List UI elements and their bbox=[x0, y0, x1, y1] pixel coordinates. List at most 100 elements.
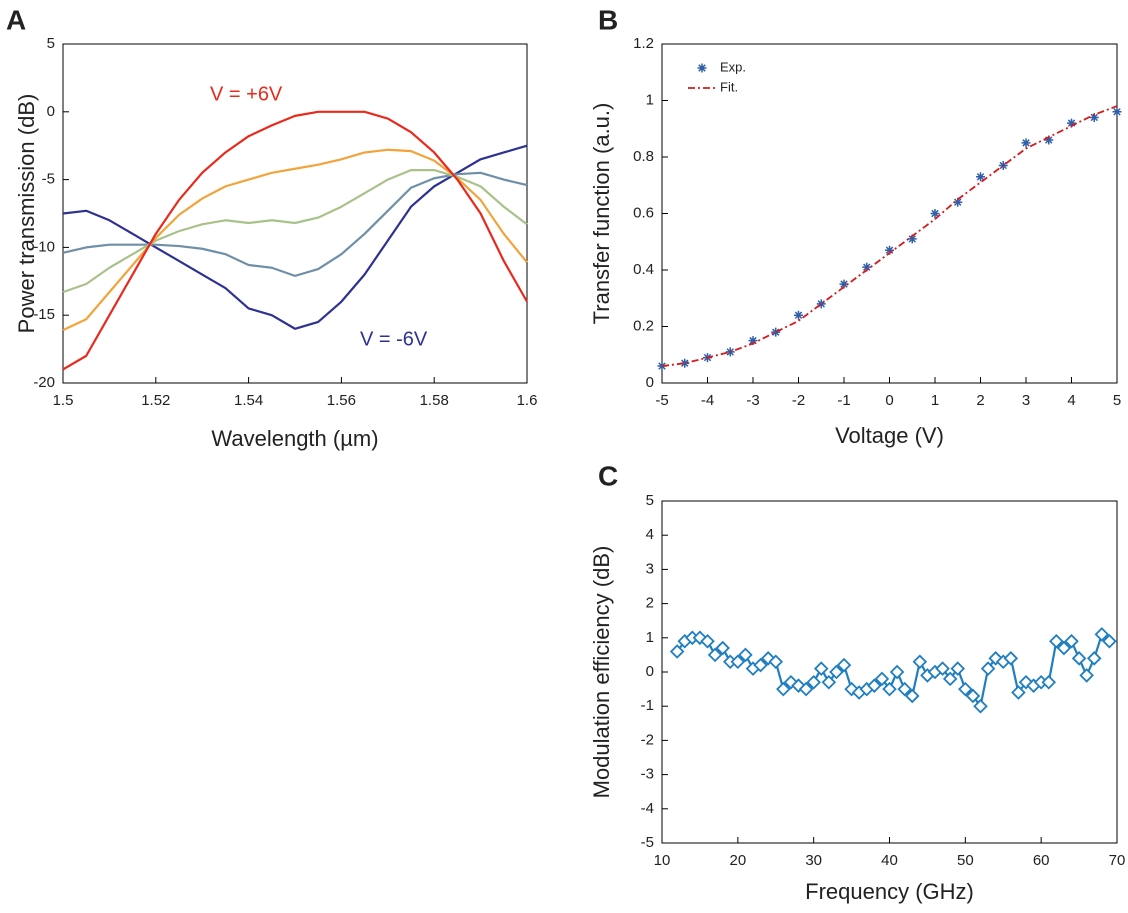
data-point bbox=[821, 674, 837, 690]
y-tick-label: 5 bbox=[646, 492, 654, 509]
x-tick-label: 70 bbox=[1109, 852, 1126, 869]
data-point bbox=[768, 654, 784, 670]
x-tick-label: -1 bbox=[837, 392, 850, 409]
y-tick-label: 0.4 bbox=[633, 261, 654, 278]
data-point bbox=[942, 671, 958, 687]
data-point bbox=[1003, 651, 1019, 666]
y-axis-label: Transfer function (a.u.) bbox=[589, 103, 614, 325]
data-point bbox=[1021, 138, 1031, 148]
data-point bbox=[680, 358, 690, 368]
data-point bbox=[816, 299, 826, 309]
data-point bbox=[912, 654, 928, 670]
y-tick-label: 4 bbox=[646, 526, 654, 543]
y-tick-label: -3 bbox=[641, 766, 654, 783]
x-tick-label: 1.56 bbox=[327, 392, 356, 409]
data-point bbox=[885, 245, 894, 255]
y-tick-label: -4 bbox=[641, 800, 654, 817]
y-tick-label: -15 bbox=[33, 306, 55, 323]
y-axis-label: Power transmission (dB) bbox=[14, 94, 39, 334]
x-tick-label: 5 bbox=[1113, 392, 1121, 409]
data-point bbox=[867, 678, 882, 693]
data-point bbox=[980, 661, 996, 676]
data-point bbox=[707, 647, 723, 663]
x-axis-label: Frequency (GHz) bbox=[805, 879, 974, 904]
y-tick-label: 0 bbox=[646, 663, 654, 680]
data-line bbox=[62, 148, 528, 332]
data-point bbox=[1079, 668, 1094, 683]
y-tick-label: -5 bbox=[42, 171, 55, 188]
x-tick-label: 20 bbox=[729, 852, 746, 869]
data-line bbox=[62, 171, 528, 277]
y-tick-label: 0.6 bbox=[633, 204, 654, 221]
data-point bbox=[889, 664, 905, 680]
data-point bbox=[973, 698, 988, 714]
x-tick-label: 60 bbox=[1033, 852, 1050, 869]
y-tick-label: -20 bbox=[33, 374, 55, 391]
y-tick-label: 0 bbox=[646, 374, 654, 391]
y-tick-label: -5 bbox=[641, 834, 654, 851]
data-point bbox=[907, 234, 917, 244]
y-tick-label: 0 bbox=[47, 103, 55, 120]
x-axis-label: Voltage (V) bbox=[835, 423, 944, 448]
plot-frame bbox=[661, 500, 1118, 844]
data-point bbox=[730, 654, 746, 670]
data-point bbox=[1089, 112, 1099, 122]
data-point bbox=[700, 633, 715, 649]
annotation: V = +6V bbox=[210, 83, 283, 105]
data-point bbox=[753, 657, 768, 673]
data-point bbox=[935, 661, 950, 676]
x-axis-label: Wavelength (µm) bbox=[211, 426, 378, 451]
data-point bbox=[760, 651, 776, 666]
data-point bbox=[725, 347, 735, 357]
data-point bbox=[1044, 135, 1054, 145]
data-line bbox=[661, 105, 1118, 367]
y-tick-label: 3 bbox=[646, 560, 654, 577]
x-tick-label: -5 bbox=[655, 392, 668, 409]
data-point bbox=[783, 674, 799, 690]
data-point bbox=[1102, 633, 1117, 649]
x-tick-label: 50 bbox=[957, 852, 974, 869]
data-point bbox=[669, 644, 685, 659]
data-point bbox=[1041, 674, 1057, 690]
y-tick-label: 1.2 bbox=[633, 35, 654, 52]
data-point bbox=[1067, 118, 1076, 128]
data-point bbox=[904, 688, 920, 704]
x-tick-label: 10 bbox=[654, 852, 671, 869]
data-point bbox=[862, 262, 872, 272]
y-tick-label: -1 bbox=[641, 697, 654, 714]
data-line bbox=[62, 169, 528, 294]
data-point bbox=[950, 661, 966, 676]
x-tick-label: 1.52 bbox=[141, 392, 170, 409]
data-point bbox=[965, 688, 981, 704]
data-point bbox=[1049, 633, 1064, 649]
data-point bbox=[692, 630, 708, 646]
data-point bbox=[1056, 640, 1072, 656]
data-point bbox=[976, 172, 985, 182]
data-point bbox=[958, 681, 973, 697]
panel-label: B bbox=[598, 4, 618, 35]
x-tick-label: 0 bbox=[885, 392, 893, 409]
data-point bbox=[771, 327, 781, 337]
data-point bbox=[798, 681, 814, 697]
data-line bbox=[62, 110, 528, 371]
x-tick-label: 1.5 bbox=[53, 392, 74, 409]
annotation: V = -6V bbox=[360, 328, 428, 350]
data-point bbox=[1094, 627, 1110, 642]
x-tick-label: 1 bbox=[931, 392, 939, 409]
panel-label: A bbox=[6, 4, 26, 35]
y-axis-label: Modulation efficiency (dB) bbox=[589, 546, 614, 799]
x-tick-label: 2 bbox=[976, 392, 984, 409]
x-tick-label: 3 bbox=[1022, 392, 1030, 409]
data-point bbox=[1086, 651, 1102, 666]
legend-label: Fit. bbox=[720, 79, 738, 94]
data-point bbox=[813, 661, 829, 676]
y-tick-label: 0.2 bbox=[633, 317, 654, 334]
y-tick-label: 5 bbox=[47, 35, 55, 52]
data-point bbox=[882, 681, 897, 697]
data-point bbox=[988, 651, 1003, 666]
data-point bbox=[930, 209, 940, 218]
x-tick-label: 1.58 bbox=[420, 392, 449, 409]
data-point bbox=[1071, 651, 1087, 666]
x-tick-label: -2 bbox=[792, 392, 805, 409]
